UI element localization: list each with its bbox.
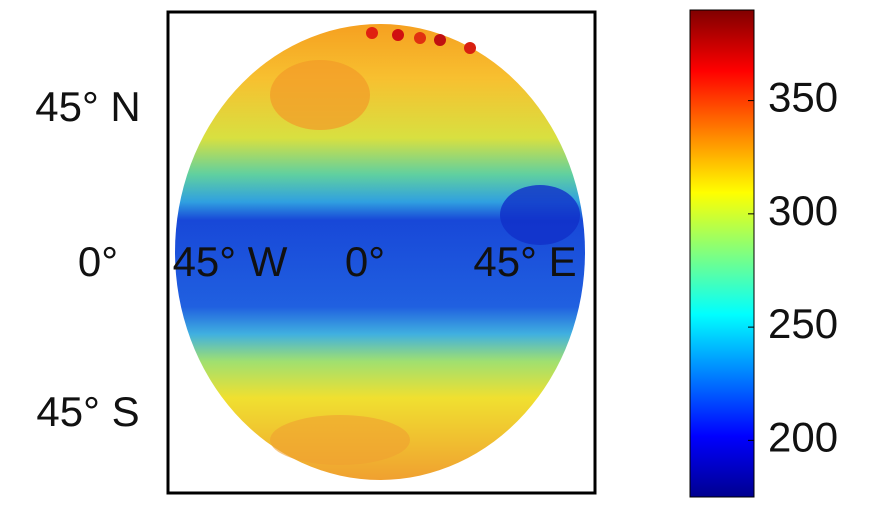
edge-dot xyxy=(392,29,404,41)
longitude-label: 45° W xyxy=(173,238,288,285)
cold-patch xyxy=(500,185,580,245)
warm-patch xyxy=(270,415,410,465)
edge-dot xyxy=(464,42,476,54)
colorbar-tick-label: 200 xyxy=(768,413,838,460)
colorbar xyxy=(690,10,754,497)
edge-dot xyxy=(366,27,378,39)
colorbar-tick-label: 350 xyxy=(768,74,838,121)
latitude-label: 45° N xyxy=(35,83,141,130)
colorbar-tick-label: 250 xyxy=(768,300,838,347)
colorbar-tick-label: 300 xyxy=(768,187,838,234)
latitude-label: 0° xyxy=(78,238,118,285)
warm-patch xyxy=(270,60,370,130)
longitude-label: 45° E xyxy=(473,238,576,285)
edge-dot xyxy=(414,32,426,44)
latitude-label: 45° S xyxy=(36,388,139,435)
longitude-label: 0° xyxy=(345,238,385,285)
map-figure: 45° N 0° 45° S 45° W 0° 45° E 200 250 300 3… xyxy=(0,0,870,519)
edge-dot xyxy=(434,34,446,46)
